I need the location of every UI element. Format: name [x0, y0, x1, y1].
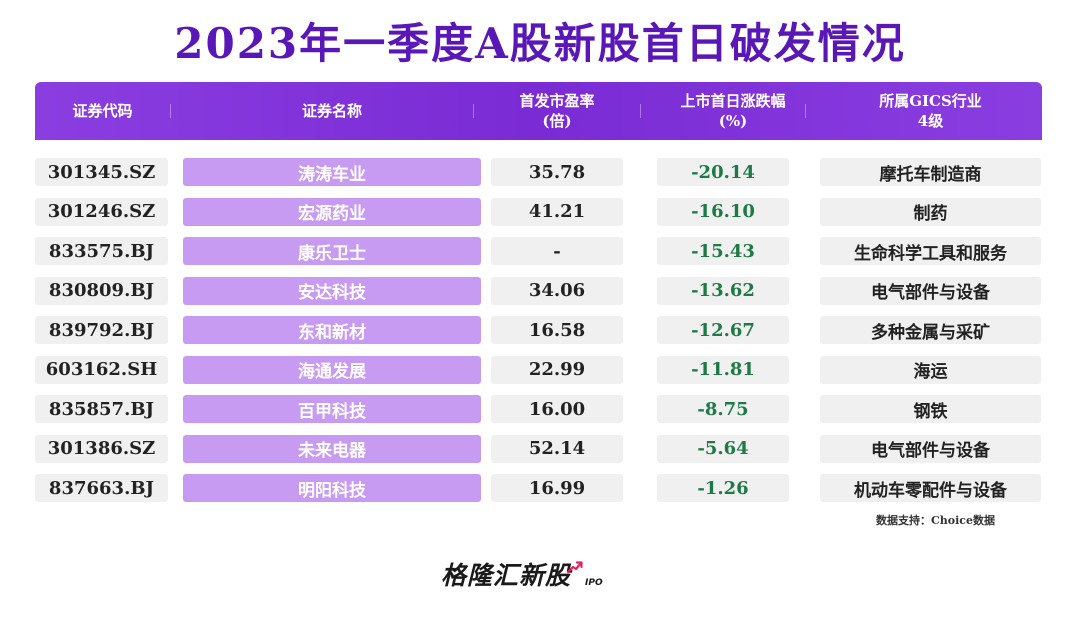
table-row: 301386.SZ 未来电器 52.14 -5.64 电气部件与设备: [0, 434, 1080, 463]
table-row: 837663.BJ 明阳科技 16.99 -1.26 机动车零配件与设备: [0, 474, 1080, 502]
gics-industry-cell: 生命科学工具和服务: [820, 237, 1041, 265]
stock-name-cell: 宏源药业: [183, 197, 481, 226]
stock-code-cell: 839792.BJ: [35, 316, 168, 344]
trend-arrow-icon: [567, 561, 583, 574]
stock-name-cell: 东和新材: [183, 316, 481, 344]
ipo-pe-cell: 16.00: [491, 395, 623, 423]
table-row: 301246.SZ 宏源药业 41.21 -16.10 制药: [0, 197, 1080, 226]
stock-code-cell: 835857.BJ: [35, 395, 168, 423]
stock-name-cell: 安达科技: [183, 276, 481, 305]
header-name: 证券名称: [301, 102, 362, 120]
ipo-pe-cell: -: [491, 237, 623, 265]
stock-code-cell: 837663.BJ: [35, 474, 168, 502]
first-day-change-cell: -8.75: [657, 395, 789, 423]
gics-industry-cell: 多种金属与采矿: [820, 316, 1041, 344]
gics-industry-cell: 电气部件与设备: [820, 276, 1041, 305]
ipo-pe-cell: 52.14: [491, 434, 623, 463]
header-divider: [640, 104, 641, 118]
stock-code-cell: 301246.SZ: [35, 197, 168, 226]
gics-industry-cell: 摩托车制造商: [820, 158, 1041, 186]
ipo-pe-cell: 35.78: [491, 158, 623, 186]
stock-name-cell: 涛涛车业: [183, 158, 481, 186]
ipo-pe-cell: 16.58: [491, 316, 623, 344]
first-day-change-cell: -5.64: [657, 434, 789, 463]
stock-name-cell: 未来电器: [183, 434, 481, 463]
stock-name-cell: 明阳科技: [183, 474, 481, 502]
ipo-pe-cell: 41.21: [491, 197, 623, 226]
stock-code-cell: 830809.BJ: [35, 276, 168, 305]
stock-code-cell: 603162.SH: [35, 355, 168, 384]
header-divider: [473, 104, 474, 118]
gics-industry-cell: 海运: [820, 355, 1041, 384]
table-row: 830809.BJ 安达科技 34.06 -13.62 电气部件与设备: [0, 276, 1080, 305]
table-row: 833575.BJ 康乐卫士 - -15.43 生命科学工具和服务: [0, 237, 1080, 265]
gics-industry-cell: 电气部件与设备: [820, 434, 1041, 463]
header-pe: 首发市盈率 (倍): [519, 92, 595, 130]
first-day-change-cell: -12.67: [657, 316, 789, 344]
first-day-change-cell: -11.81: [657, 355, 789, 384]
first-day-change-cell: -20.14: [657, 158, 789, 186]
data-source-note: 数据支持：Choice数据: [876, 514, 995, 527]
gics-industry-cell: 机动车零配件与设备: [820, 474, 1041, 502]
table-row: 839792.BJ 东和新材 16.58 -12.67 多种金属与采矿: [0, 316, 1080, 344]
brand-logo: 格隆汇新股 IPO: [441, 556, 603, 592]
first-day-change-cell: -15.43: [657, 237, 789, 265]
header-change: 上市首日涨跌幅 (%): [680, 92, 786, 130]
stock-name-cell: 百甲科技: [183, 395, 481, 423]
stock-code-cell: 301386.SZ: [35, 434, 168, 463]
ipo-pe-cell: 22.99: [491, 355, 623, 384]
header-divider: [170, 104, 171, 118]
header-divider: [805, 104, 806, 118]
table-row: 835857.BJ 百甲科技 16.00 -8.75 钢铁: [0, 395, 1080, 423]
ipo-pe-cell: 34.06: [491, 276, 623, 305]
logo-ipo: IPO: [585, 578, 603, 588]
header-code: 证券代码: [72, 102, 133, 120]
header-industry: 所属GICS行业 4级: [879, 92, 982, 130]
table-header: 证券代码 证券名称 首发市盈率 (倍) 上市首日涨跌幅 (%) 所属GICS行业…: [35, 82, 1042, 140]
logo-text: 格隆汇新股: [441, 561, 572, 590]
first-day-change-cell: -13.62: [657, 276, 789, 305]
ipo-pe-cell: 16.99: [491, 474, 623, 502]
table-row: 603162.SH 海通发展 22.99 -11.81 海运: [0, 355, 1080, 384]
table-row: 301345.SZ 涛涛车业 35.78 -20.14 摩托车制造商: [0, 158, 1080, 186]
stock-code-cell: 301345.SZ: [35, 158, 168, 186]
first-day-change-cell: -16.10: [657, 197, 789, 226]
gics-industry-cell: 钢铁: [820, 395, 1041, 423]
stock-name-cell: 康乐卫士: [183, 237, 481, 265]
page-title: 2023年一季度A股新股首日破发情况: [174, 19, 906, 68]
stock-name-cell: 海通发展: [183, 355, 481, 384]
stock-code-cell: 833575.BJ: [35, 237, 168, 265]
gics-industry-cell: 制药: [820, 197, 1041, 226]
first-day-change-cell: -1.26: [657, 474, 789, 502]
